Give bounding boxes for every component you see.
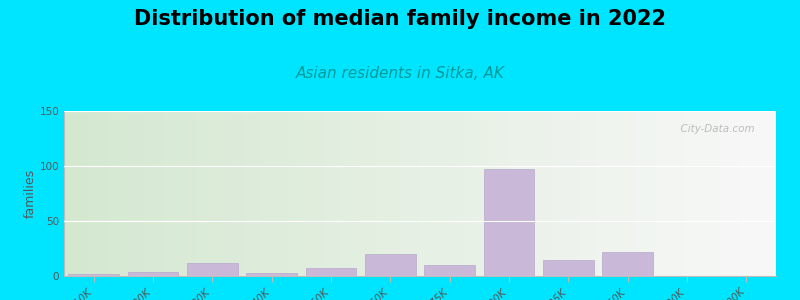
Bar	[246, 273, 297, 276]
Bar	[365, 254, 415, 276]
Bar	[425, 265, 475, 276]
Bar	[187, 263, 238, 276]
Bar	[69, 274, 119, 276]
Bar	[484, 169, 534, 276]
Bar	[306, 268, 356, 276]
Bar	[543, 260, 594, 276]
Text: Asian residents in Sitka, AK: Asian residents in Sitka, AK	[295, 66, 505, 81]
Bar	[128, 272, 178, 276]
Y-axis label: families: families	[24, 169, 37, 218]
Bar	[602, 252, 653, 276]
Text: Distribution of median family income in 2022: Distribution of median family income in …	[134, 9, 666, 29]
Text: City-Data.com: City-Data.com	[674, 124, 754, 134]
